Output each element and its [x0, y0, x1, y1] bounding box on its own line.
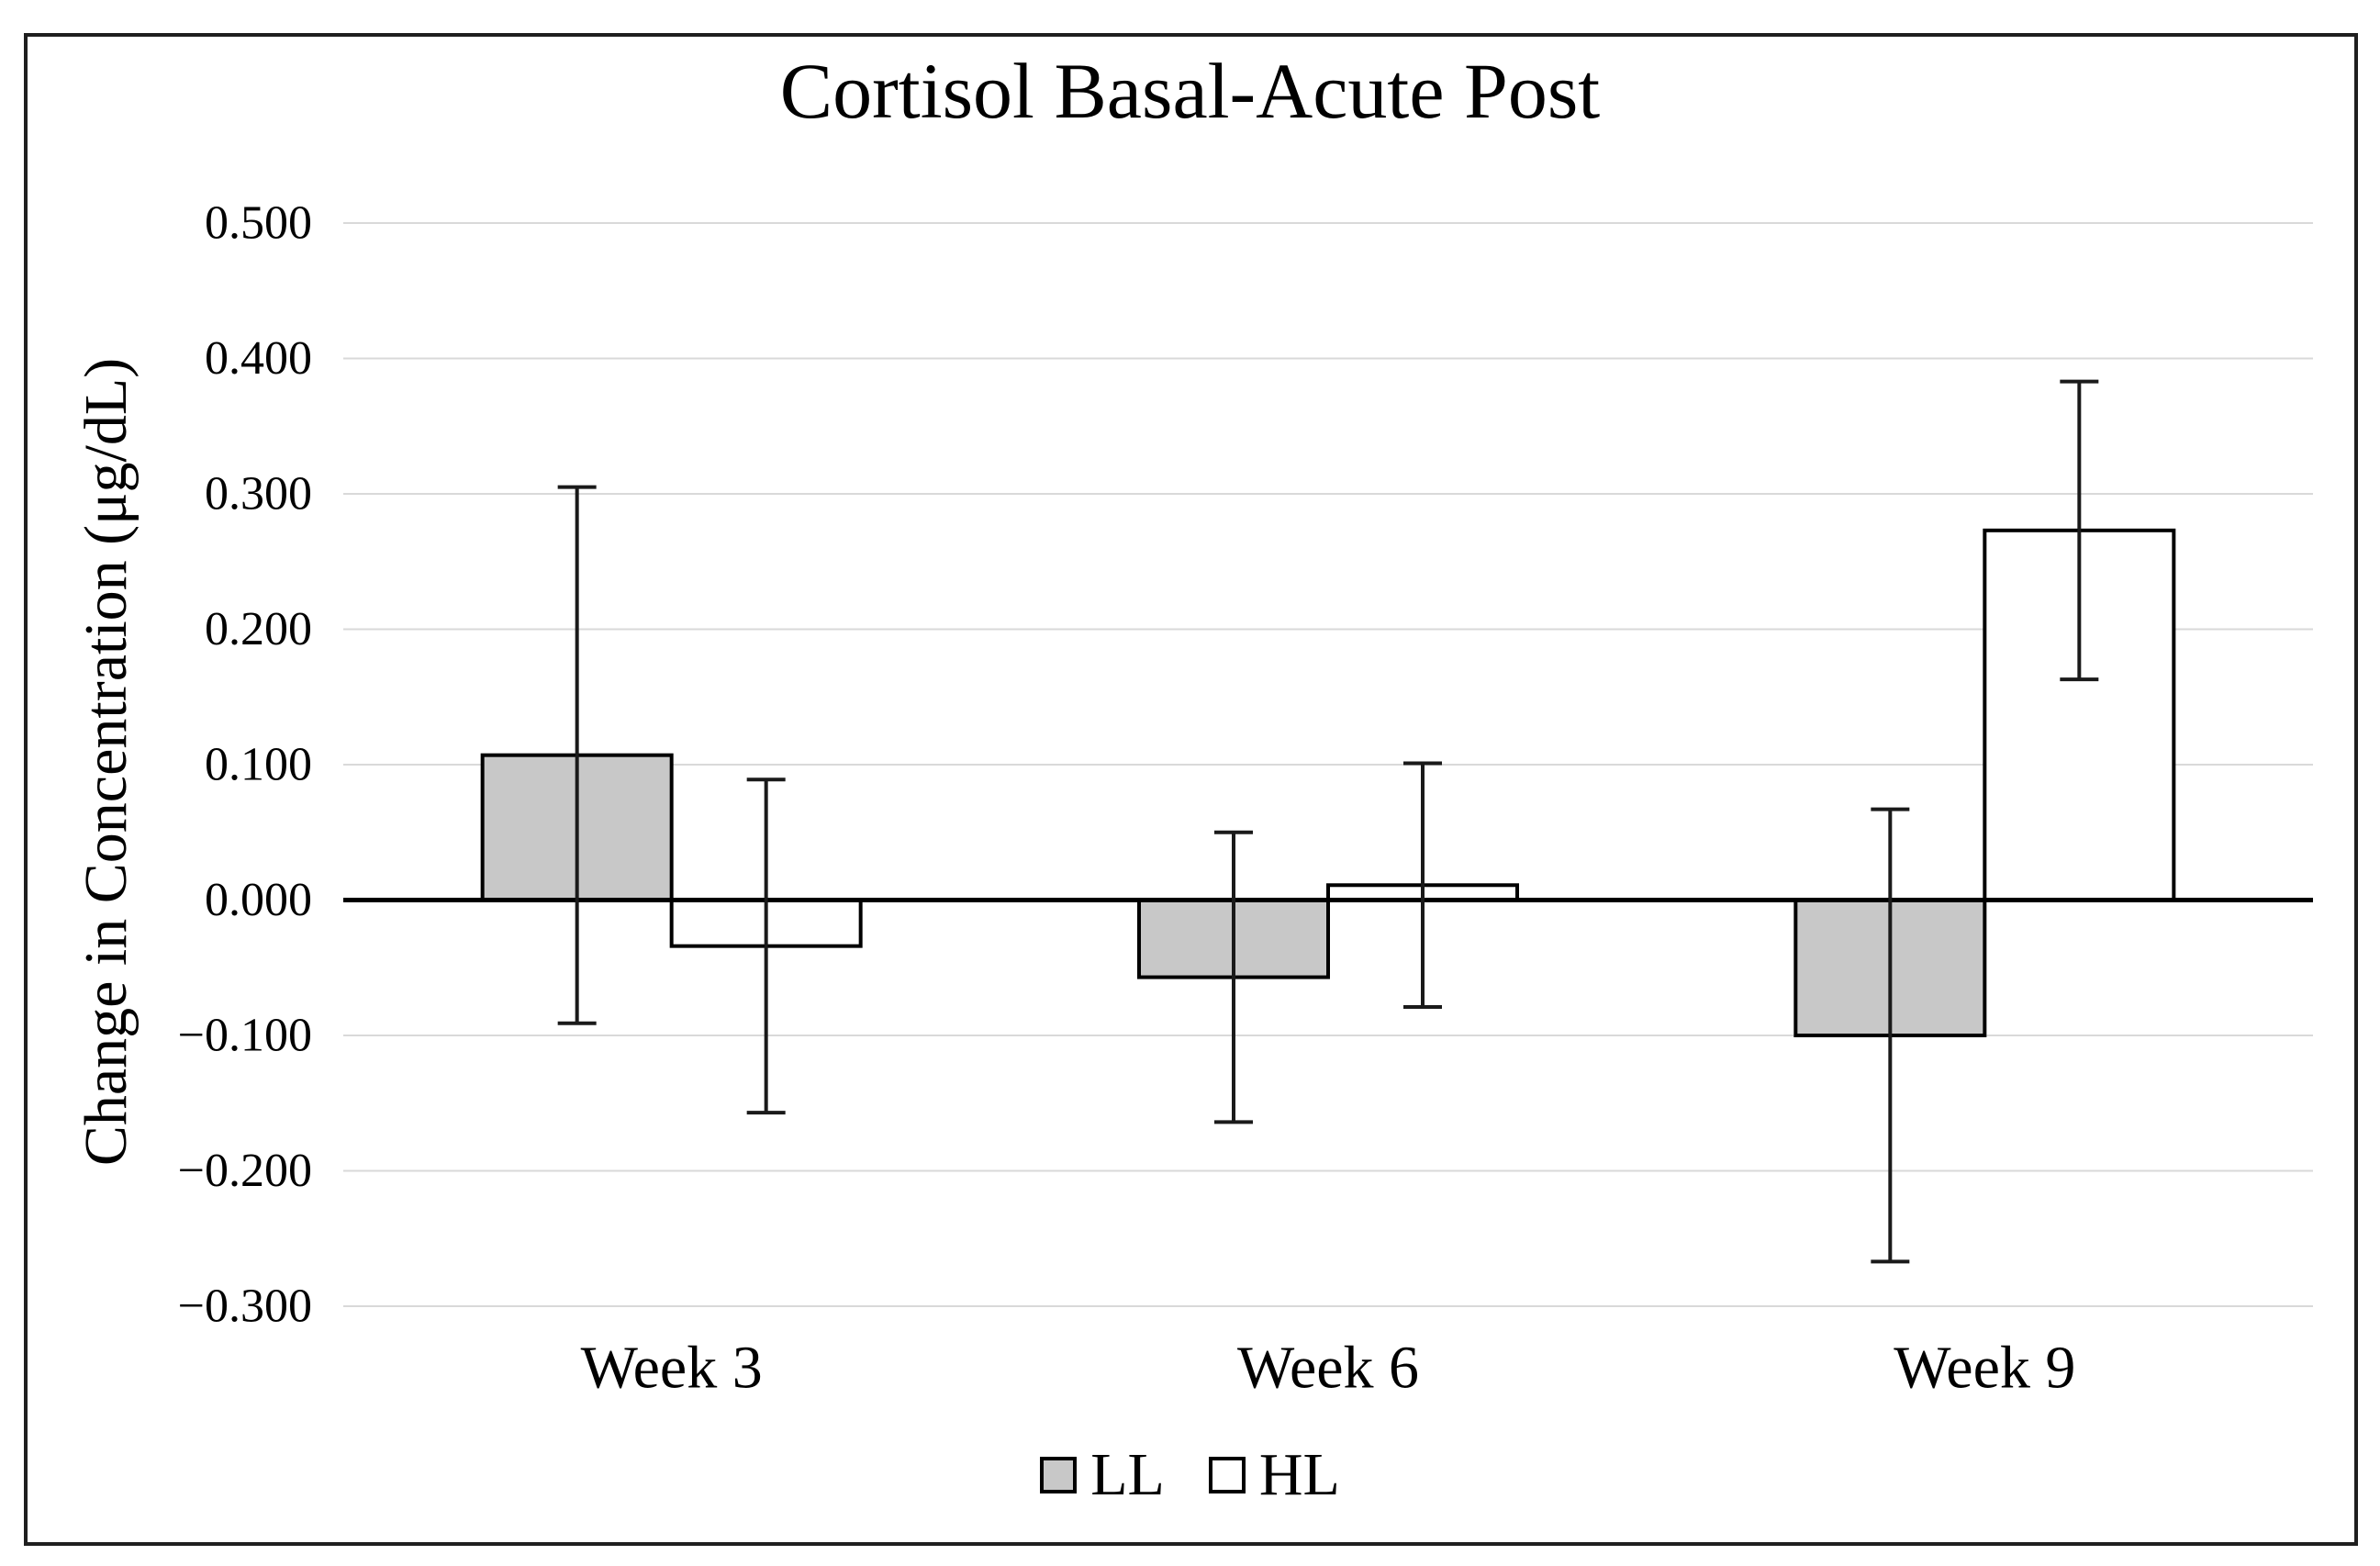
y-tick-label: 0.200 [205, 603, 312, 655]
y-tick-label: 0.100 [205, 739, 312, 791]
y-tick-label: −0.200 [178, 1145, 312, 1197]
y-tick-label: 0.400 [205, 332, 312, 385]
figure-frame [24, 33, 2358, 1546]
legend-label-hl: HL [1258, 1441, 1340, 1508]
y-tick-label: 0.500 [205, 197, 312, 250]
legend-label-ll: LL [1090, 1441, 1165, 1508]
y-tick-label: −0.300 [178, 1281, 312, 1333]
legend: LL HL [0, 1445, 2380, 1505]
y-tick-label: 0.000 [205, 874, 312, 926]
legend-swatch-hl [1208, 1457, 1246, 1493]
legend-swatch-ll [1040, 1457, 1078, 1493]
legend-item-hl: HL [1208, 1441, 1340, 1508]
x-axis-label: Week 9 [1894, 1335, 2075, 1402]
legend-item-ll: LL [1040, 1445, 1165, 1505]
y-tick-label: 0.300 [205, 468, 312, 520]
x-axis-label: Week 6 [1237, 1335, 1419, 1402]
y-tick-label: −0.100 [178, 1010, 312, 1062]
chart-title: Cortisol Basal-Acute Post [779, 47, 1601, 135]
x-axis-label: Week 3 [581, 1335, 763, 1402]
